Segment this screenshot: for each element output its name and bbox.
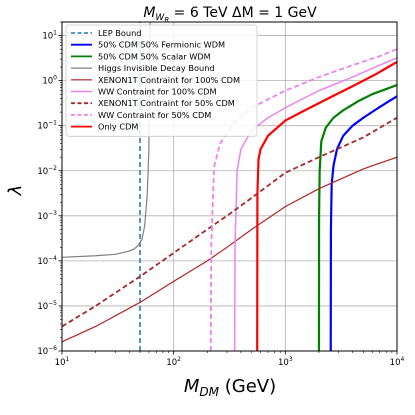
y-tick-exponent: −3 bbox=[48, 210, 57, 217]
y-tick-label: 100 bbox=[42, 75, 57, 87]
y-tick-base: 10 bbox=[37, 167, 48, 177]
series-line-5 bbox=[62, 156, 397, 343]
legend-entry-label: 50% CDM 50% Fermionic WDM bbox=[98, 40, 225, 50]
y-tick-base: 10 bbox=[37, 122, 48, 132]
legend-entry-label: Only CDM bbox=[98, 122, 138, 132]
title-w-subscript: W bbox=[155, 13, 165, 23]
y-tick-label: 101 bbox=[42, 30, 57, 42]
y-tick-exponent: −4 bbox=[48, 255, 57, 262]
x-label-unit: (GeV) bbox=[219, 376, 276, 397]
x-tick-base: 10 bbox=[278, 358, 289, 368]
title-r-subscript: R bbox=[164, 16, 169, 24]
series-line-3 bbox=[317, 83, 397, 351]
y-tick-base: 10 bbox=[37, 257, 48, 267]
y-tick-label: 10−6 bbox=[37, 345, 57, 357]
title-mass-symbol: M bbox=[143, 5, 155, 21]
legend-entry-label: 50% CDM 50% Scalar WDM bbox=[98, 51, 211, 61]
x-tick-base: 10 bbox=[55, 358, 66, 368]
chart-title: MWR = 6 TeV ΔM = 1 GeV bbox=[143, 5, 317, 24]
y-tick-exponent: −6 bbox=[48, 345, 57, 352]
x-label-subscript: DM bbox=[199, 385, 219, 399]
y-tick-base: 10 bbox=[37, 212, 48, 222]
x-tick-exponent: 1 bbox=[66, 356, 70, 363]
x-tick-exponent: 4 bbox=[401, 356, 405, 363]
y-tick-label: 10−5 bbox=[37, 300, 57, 312]
y-tick-exponent: −2 bbox=[48, 165, 57, 172]
x-axis-label: MDM (GeV) bbox=[184, 376, 276, 399]
y-tick-base: 10 bbox=[37, 302, 48, 312]
series-line-9 bbox=[256, 60, 397, 351]
y-tick-base: 10 bbox=[42, 77, 53, 87]
x-tick-base: 10 bbox=[390, 358, 401, 368]
x-tick-label: 104 bbox=[390, 356, 405, 368]
y-axis-label: λ bbox=[5, 185, 26, 197]
x-tick-exponent: 2 bbox=[177, 356, 181, 363]
y-tick-exponent: 0 bbox=[53, 75, 57, 82]
y-tick-label: 10−1 bbox=[37, 120, 57, 132]
series-line-6 bbox=[233, 57, 397, 351]
ticks: 101 102 103 10410−610−510−410−310−210−11001… bbox=[37, 21, 405, 368]
legend-entry-label: LEP Bound bbox=[98, 28, 141, 38]
series-line-7 bbox=[62, 116, 397, 328]
legend-entry-label: Higgs Invisible Decay Bound bbox=[98, 63, 215, 73]
legend-box bbox=[65, 24, 258, 137]
x-tick-label: 102 bbox=[166, 356, 181, 368]
x-tick-label: 103 bbox=[278, 356, 293, 368]
series-line-2 bbox=[329, 95, 397, 351]
title-rest: = 6 TeV ΔM = 1 GeV bbox=[169, 5, 317, 21]
legend-entry-label: WW Contraint for 100% CDM bbox=[98, 87, 217, 97]
y-tick-base: 10 bbox=[42, 32, 53, 42]
y-tick-label: 10−2 bbox=[37, 165, 57, 177]
y-tick-label: 10−3 bbox=[37, 210, 57, 222]
x-tick-base: 10 bbox=[166, 358, 177, 368]
y-tick-base: 10 bbox=[37, 347, 48, 357]
y-tick-exponent: 1 bbox=[53, 30, 57, 37]
legend-entry-label: WW Contraint for 50% CDM bbox=[98, 110, 211, 120]
y-tick-label: 10−4 bbox=[37, 255, 57, 267]
x-label-mass: M bbox=[184, 376, 200, 397]
y-tick-exponent: −5 bbox=[48, 300, 57, 307]
axes-frame bbox=[61, 21, 398, 352]
series-line-4 bbox=[62, 22, 151, 258]
legend-entry-label: XENON1T Contraint for 50% CDM bbox=[98, 98, 235, 108]
x-tick-exponent: 3 bbox=[289, 356, 293, 363]
legend-entry-label: XENON1T Contraint for 100% CDM bbox=[98, 75, 240, 85]
x-tick-label: 101 bbox=[55, 356, 70, 368]
y-tick-exponent: −1 bbox=[48, 120, 57, 127]
